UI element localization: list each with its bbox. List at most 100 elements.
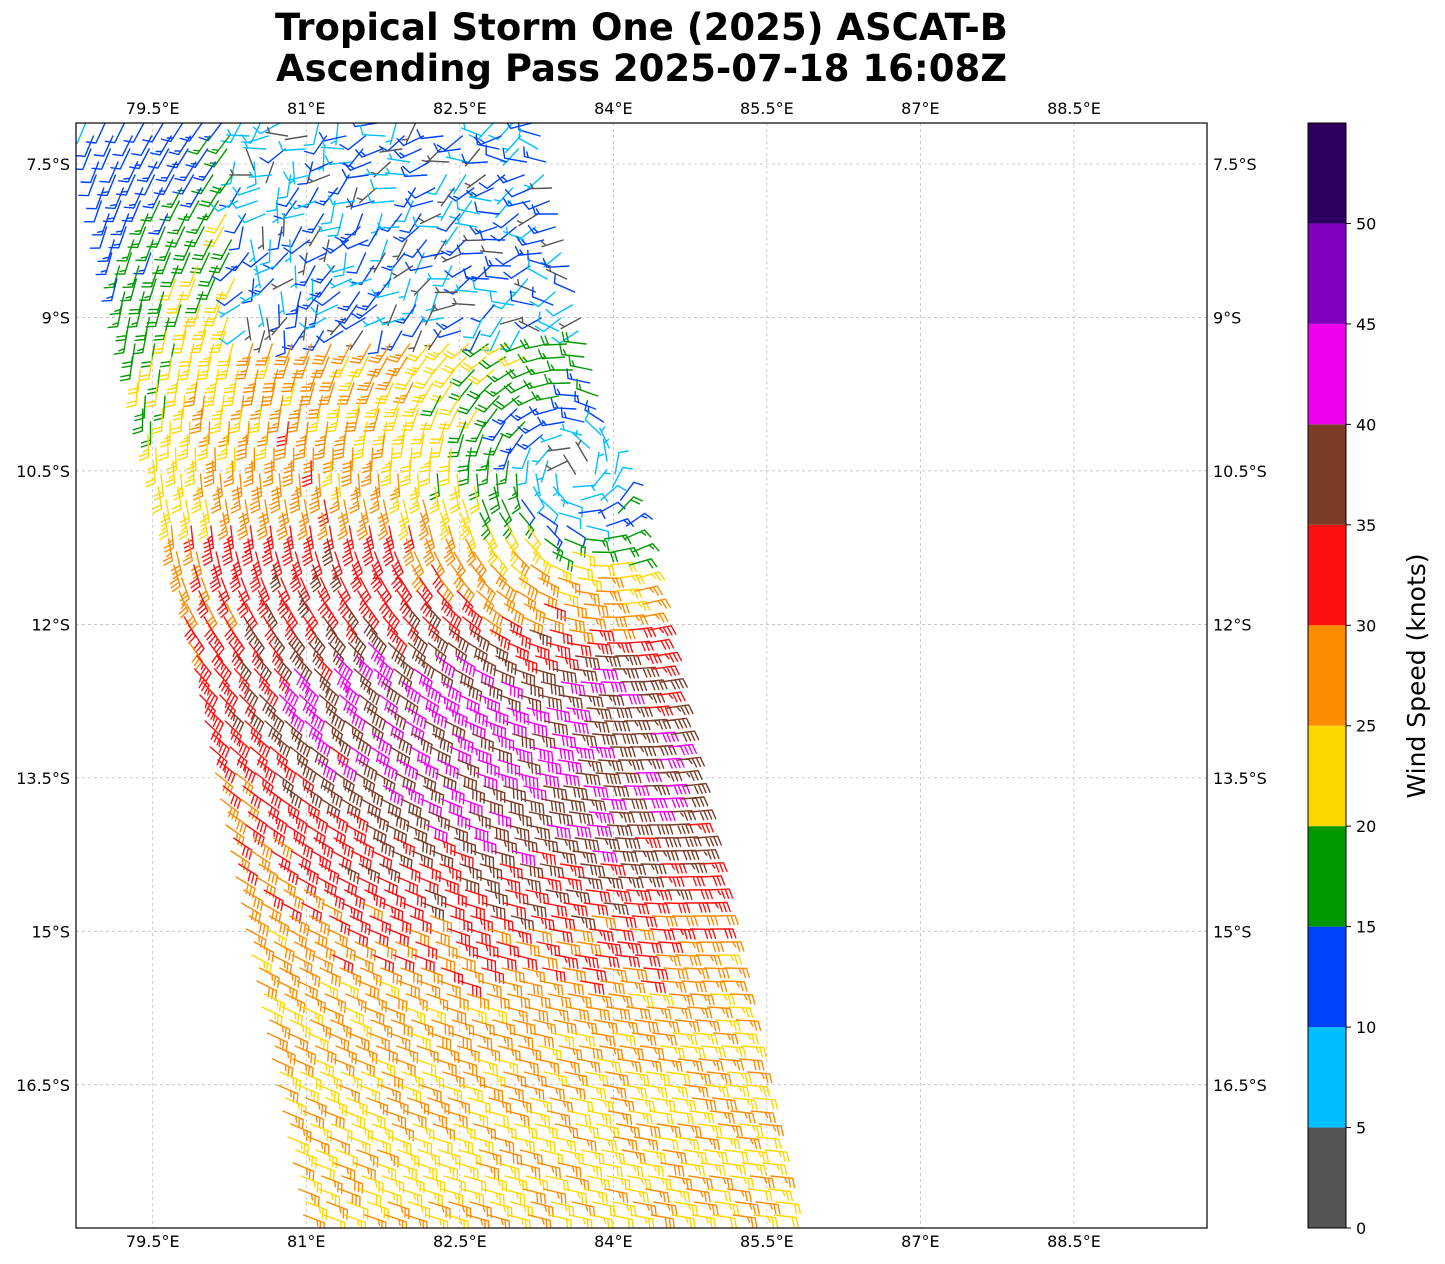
- wind-barb: [277, 759, 297, 783]
- wind-barb: [160, 265, 179, 288]
- wind-barb: [599, 426, 610, 449]
- wind-barb: [639, 1162, 664, 1177]
- wind-barb: [514, 1123, 538, 1140]
- wind-barb: [403, 239, 428, 258]
- wind-barb: [282, 460, 293, 487]
- wind-barb: [235, 876, 256, 899]
- wind-barb: [597, 876, 624, 890]
- wind-barb: [404, 720, 425, 743]
- wind-barb: [563, 603, 588, 620]
- wind-barb: [652, 665, 680, 677]
- wind-barb: [665, 1071, 691, 1085]
- wind-barb: [598, 694, 625, 706]
- wind-barb: [726, 1188, 752, 1202]
- wind-barb: [545, 460, 569, 472]
- wind-barb: [461, 681, 483, 702]
- wind-barb: [532, 1019, 557, 1036]
- wind-barb: [372, 954, 395, 974]
- wind-barb: [537, 759, 562, 775]
- wind-barb: [615, 588, 643, 599]
- wind-barb: [489, 629, 511, 651]
- wind-barb: [525, 1175, 549, 1192]
- wind-barb: [517, 1045, 542, 1062]
- wind-barb: [494, 837, 518, 855]
- wind-barb: [431, 564, 445, 592]
- wind-barb: [405, 261, 433, 272]
- wind-barb: [348, 356, 369, 378]
- wind-barb: [543, 603, 566, 622]
- wind-barb: [245, 148, 255, 171]
- wind-barb: [252, 733, 271, 758]
- wind-barb: [450, 564, 465, 592]
- wind-barb: [283, 616, 297, 644]
- wind-barb: [160, 421, 171, 448]
- wind-barb: [116, 239, 135, 262]
- wind-barb: [666, 889, 693, 900]
- wind-barb: [546, 824, 571, 839]
- wind-barb: [585, 1006, 611, 1021]
- wind-barb: [218, 330, 246, 345]
- wind-barb: [532, 733, 556, 750]
- wind-barb: [471, 850, 495, 868]
- wind-barb: [570, 1032, 596, 1048]
- wind-barb: [535, 590, 558, 611]
- wind-barb: [297, 161, 314, 185]
- wind-barb: [689, 809, 717, 821]
- wind-barb: [516, 941, 540, 958]
- wind-barb: [489, 1032, 513, 1049]
- wind-barb: [584, 720, 610, 733]
- wind-barb: [495, 1058, 519, 1075]
- wind-barb: [445, 1110, 468, 1128]
- wind-barb: [421, 681, 442, 704]
- wind-barb: [385, 824, 407, 845]
- wind-barb: [666, 1006, 692, 1020]
- wind-barb: [132, 408, 144, 435]
- wind-barb: [602, 438, 610, 462]
- wind-barb: [446, 993, 469, 1011]
- wind-barb: [521, 499, 536, 527]
- lat-tick-label-right: 16.5°S: [1213, 1076, 1267, 1095]
- wind-barb: [401, 123, 417, 144]
- wind-barb: [363, 525, 375, 553]
- wind-barb: [626, 640, 654, 652]
- wind-barb: [341, 538, 354, 567]
- wind-barb: [185, 603, 198, 632]
- wind-barb: [669, 928, 696, 940]
- wind-barb: [595, 590, 622, 602]
- wind-barb: [522, 200, 550, 210]
- wind-barb: [162, 538, 174, 566]
- wind-barb: [375, 369, 397, 391]
- wind-barb: [503, 785, 527, 803]
- wind-barb: [615, 1123, 641, 1139]
- lon-tick-label-top: 84°E: [594, 99, 632, 118]
- wind-barb: [348, 811, 369, 833]
- wind-barb: [392, 954, 415, 974]
- wind-barb: [635, 954, 661, 968]
- wind-barb: [309, 564, 322, 593]
- wind-barb: [512, 733, 535, 751]
- wind-barb: [558, 512, 582, 530]
- wind-barb: [632, 666, 660, 678]
- wind-barb: [453, 954, 476, 972]
- wind-barb: [307, 278, 314, 302]
- gridlines: [76, 123, 1207, 1228]
- wind-barb: [355, 1045, 378, 1065]
- wind-barb: [431, 1019, 454, 1038]
- wind-barb: [361, 681, 380, 706]
- wind-barb: [336, 655, 353, 681]
- wind-barb: [192, 473, 204, 501]
- wind-barb: [430, 915, 453, 934]
- wind-barb: [519, 338, 548, 350]
- wind-barb: [381, 1071, 404, 1090]
- wind-barb: [544, 538, 564, 562]
- wind-barb: [436, 590, 453, 617]
- wind-barb: [541, 1084, 565, 1101]
- wind-barb: [376, 222, 400, 229]
- wind-barb: [291, 954, 313, 975]
- wind-barb: [527, 642, 550, 661]
- wind-barb: [191, 317, 209, 340]
- wind-barb: [512, 668, 536, 687]
- wind-barb: [547, 993, 572, 1009]
- lon-tick-label-top: 85.5°E: [740, 99, 794, 118]
- wind-barb: [80, 161, 100, 184]
